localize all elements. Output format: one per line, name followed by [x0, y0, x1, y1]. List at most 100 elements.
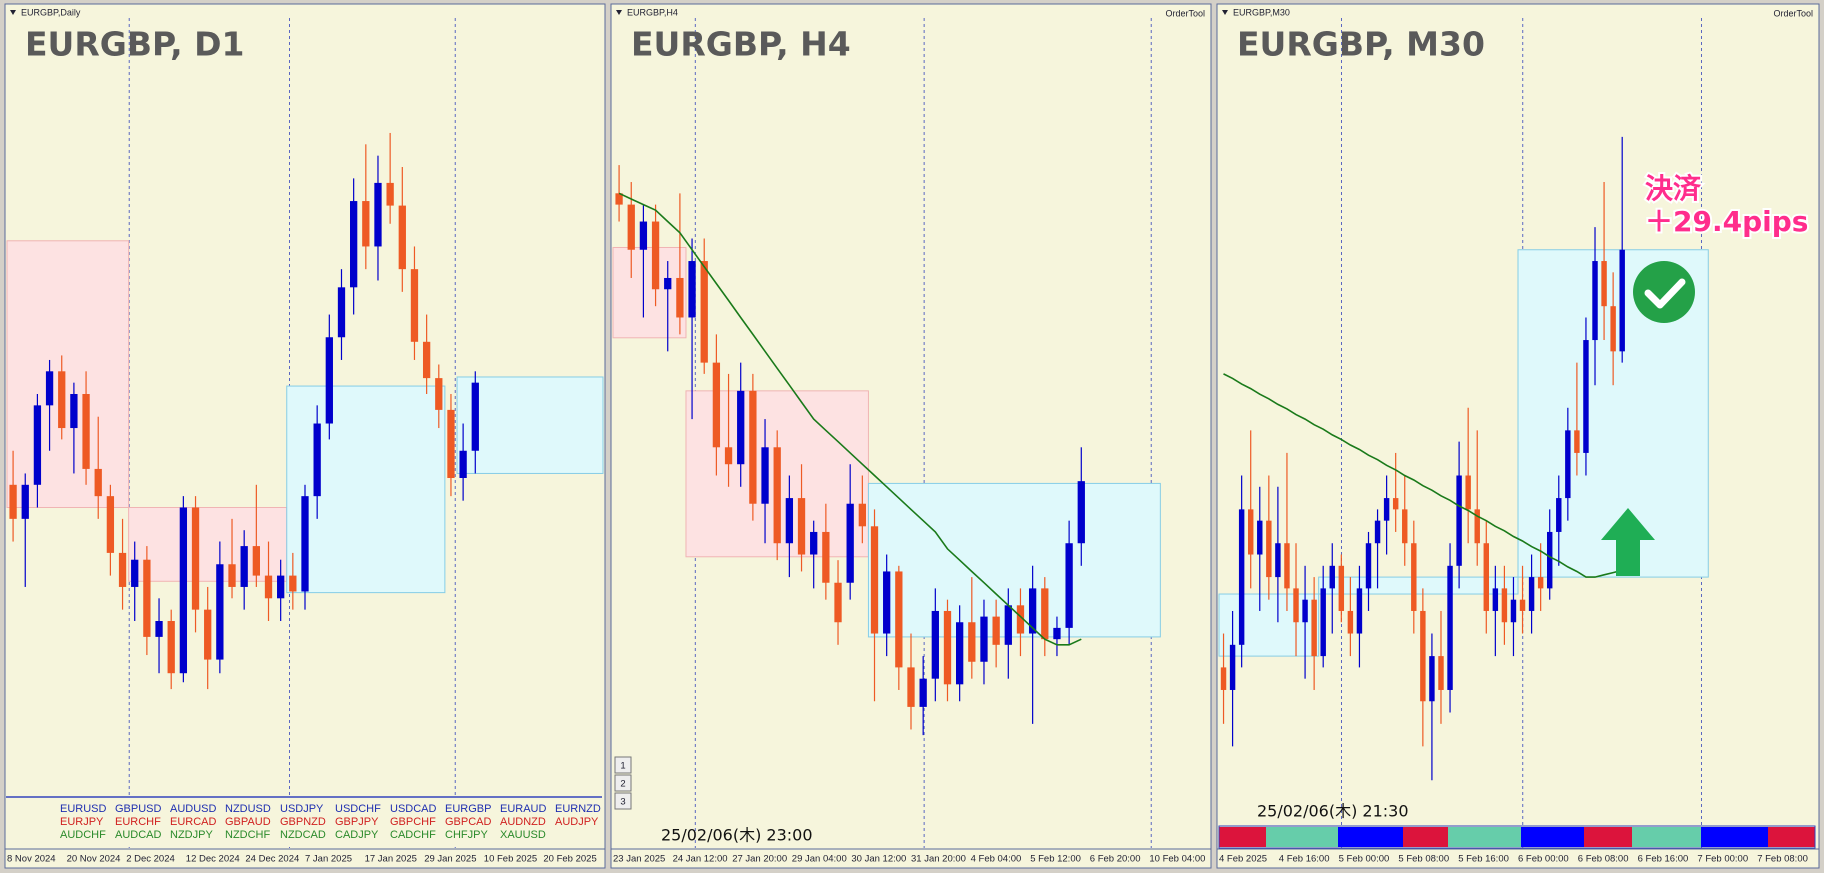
symbol-button[interactable]: CHFJPY	[445, 829, 488, 841]
candle-body	[651, 221, 660, 290]
x-axis-label: 4 Feb 2025	[1219, 854, 1267, 865]
candle-body	[9, 484, 17, 519]
candle-body	[1546, 531, 1553, 589]
x-axis-label: 24 Dec 2024	[245, 854, 299, 865]
symbol-button[interactable]: XAUUSD	[500, 829, 546, 841]
candle-body	[931, 610, 939, 679]
x-axis-label: 6 Feb 20:00	[1090, 854, 1141, 865]
candle-body	[143, 559, 151, 637]
chart-title: EURGBP, H4	[631, 25, 851, 64]
candle-body	[313, 423, 321, 497]
session-strip	[1338, 827, 1403, 847]
candle-body	[106, 496, 115, 553]
symbol-button[interactable]: EURUSD	[60, 803, 107, 815]
candle-body	[1016, 605, 1025, 634]
overlay-layer: 25/02/06(木) 23:00 1 2 3 25/02/06(木) 21:30 決済＋…	[6, 170, 1816, 849]
symbol-button[interactable]: GBPNZD	[280, 816, 326, 828]
candle-body	[33, 405, 42, 485]
candle-body	[785, 498, 794, 544]
candle-body	[1537, 577, 1544, 589]
check-badge	[1633, 261, 1695, 323]
symbol-button[interactable]: AUDJPY	[555, 816, 599, 828]
candle-body	[1402, 509, 1408, 544]
x-axis-label: 2 Dec 2024	[126, 854, 175, 865]
session-strip	[1768, 827, 1815, 847]
session-strip	[1448, 827, 1521, 847]
candle-body	[1065, 543, 1073, 628]
symbol-button[interactable]: EURGBP	[445, 803, 491, 815]
candle-body	[992, 616, 1000, 645]
layout-button-label[interactable]: 1	[620, 761, 625, 772]
candle-body	[1583, 340, 1589, 453]
symbol-button[interactable]: NZDJPY	[170, 829, 213, 841]
zone-box	[456, 376, 604, 474]
symbol-button[interactable]: NZDCAD	[280, 829, 326, 841]
candle-body	[1004, 605, 1012, 645]
zone-box	[867, 482, 1161, 638]
symbol-button[interactable]: AUDUSD	[170, 803, 217, 815]
layout-button[interactable]	[614, 792, 632, 810]
candle-body	[1347, 610, 1354, 634]
candle-body	[362, 201, 370, 247]
candle-body	[1528, 577, 1535, 611]
session-strip	[1701, 827, 1768, 847]
layout-button-label[interactable]: 2	[620, 779, 625, 790]
order-tool-label: OrderTool	[1773, 8, 1813, 18]
candle-body	[1284, 543, 1290, 589]
symbol-button[interactable]: AUDCHF	[60, 829, 106, 841]
symbol-button[interactable]: GBPAUD	[225, 816, 271, 828]
candle-body	[943, 610, 952, 685]
candle-body	[1601, 261, 1607, 307]
window-label: EURGBP,M30	[1233, 7, 1290, 17]
candle-body	[301, 496, 309, 592]
candle-body	[45, 371, 54, 406]
window-menu-arrow	[10, 10, 16, 15]
symbol-button[interactable]: NZDCHF	[225, 829, 270, 841]
x-axis-label: 4 Feb 04:00	[971, 854, 1022, 865]
symbol-button[interactable]: EURAUD	[500, 803, 547, 815]
candle-body	[797, 498, 806, 555]
candle-body	[422, 341, 431, 379]
candle-body	[228, 564, 236, 587]
candle-body	[94, 468, 102, 497]
symbol-button[interactable]: GBPJPY	[335, 816, 379, 828]
symbol-button[interactable]: CADJPY	[335, 829, 379, 841]
candle-body	[1365, 543, 1372, 589]
candle-body	[846, 503, 854, 583]
symbol-button[interactable]: USDJPY	[280, 803, 324, 815]
up-arrow	[1601, 508, 1655, 576]
candle-body	[240, 546, 248, 587]
layout-button[interactable]	[614, 774, 632, 792]
layout-button-label[interactable]: 3	[620, 797, 625, 808]
symbol-button[interactable]: EURCHF	[115, 816, 161, 828]
candle-body	[1356, 588, 1363, 634]
candle-body	[883, 571, 891, 634]
candle-body	[398, 205, 406, 270]
x-axis-label: 17 Jan 2025	[365, 854, 417, 865]
window-label: EURGBP,H4	[627, 7, 678, 17]
symbol-button[interactable]: GBPCHF	[390, 816, 436, 828]
x-axis-label: 5 Feb 16:00	[1458, 854, 1509, 865]
chart-title: EURGBP, D1	[25, 25, 245, 64]
candle-body	[179, 507, 188, 674]
symbol-button[interactable]: AUDNZD	[500, 816, 546, 828]
symbol-button[interactable]: AUDCAD	[115, 829, 162, 841]
layout-button[interactable]	[614, 756, 632, 774]
symbol-button[interactable]: USDCHF	[335, 803, 381, 815]
candle-body	[252, 546, 260, 576]
symbol-button[interactable]: USDCAD	[390, 803, 437, 815]
symbol-button[interactable]: EURNZD	[555, 803, 601, 815]
symbol-button[interactable]: EURJPY	[60, 816, 104, 828]
candle-body	[676, 277, 684, 318]
zone-box	[612, 246, 687, 339]
x-axis-label: 12 Dec 2024	[186, 854, 240, 865]
candle-body	[1028, 588, 1037, 634]
x-axis-label: 31 Jan 20:00	[911, 854, 966, 865]
candle-body	[1266, 520, 1272, 578]
symbol-button[interactable]: EURCAD	[170, 816, 217, 828]
symbol-button[interactable]: GBPCAD	[445, 816, 492, 828]
symbol-button[interactable]: CADCHF	[390, 829, 436, 841]
symbol-button[interactable]: NZDUSD	[225, 803, 271, 815]
window-menu-arrow	[616, 10, 622, 15]
symbol-button[interactable]: GBPUSD	[115, 803, 162, 815]
